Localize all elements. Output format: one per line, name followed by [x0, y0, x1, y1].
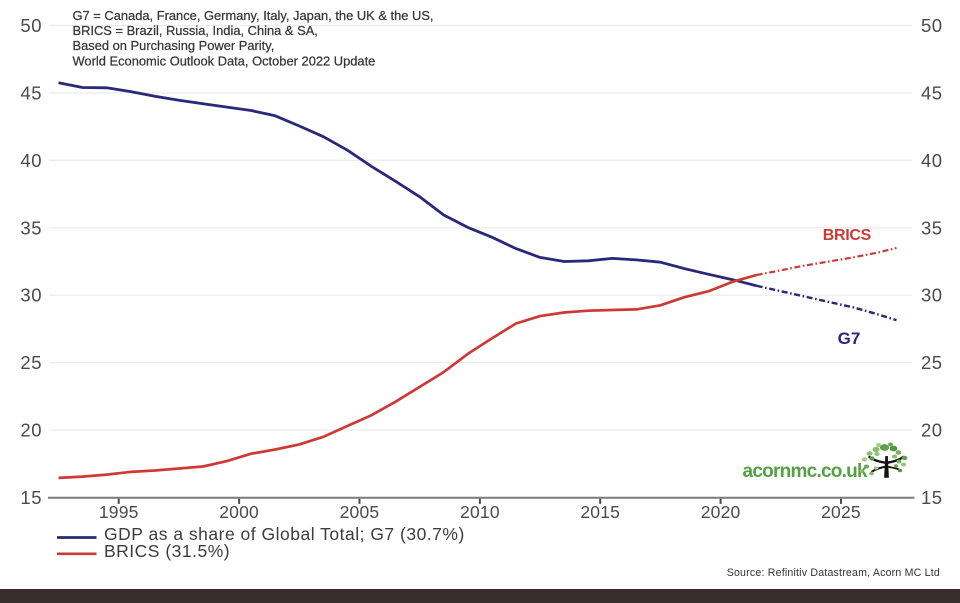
svg-text:35: 35 — [20, 217, 42, 238]
svg-text:2025: 2025 — [821, 502, 861, 522]
svg-text:35: 35 — [921, 217, 943, 238]
svg-text:20: 20 — [921, 420, 943, 441]
svg-text:G7 = Canada, France, Germany,: G7 = Canada, France, Germany, Italy, Jap… — [73, 8, 434, 23]
svg-text:acornmc.co.uk: acornmc.co.uk — [743, 461, 869, 482]
svg-text:1995: 1995 — [99, 502, 139, 522]
svg-text:30: 30 — [20, 285, 42, 306]
svg-text:25: 25 — [20, 352, 42, 373]
svg-text:45: 45 — [20, 82, 42, 103]
svg-text:30: 30 — [921, 285, 943, 306]
svg-text:Source: Refinitiv Datastream,: Source: Refinitiv Datastream, Acorn MC L… — [727, 567, 940, 579]
svg-text:2020: 2020 — [701, 502, 741, 522]
svg-text:BRICS = Brazil, Russia, India,: BRICS = Brazil, Russia, India, China & S… — [73, 23, 318, 38]
svg-text:Based on Purchasing Power Pari: Based on Purchasing Power Parity, — [73, 38, 275, 53]
svg-text:World Economic Outlook Data, O: World Economic Outlook Data, October 202… — [73, 53, 376, 68]
svg-text:25: 25 — [921, 352, 943, 373]
svg-text:40: 40 — [20, 150, 42, 171]
svg-text:2005: 2005 — [340, 502, 380, 522]
svg-text:40: 40 — [921, 150, 943, 171]
svg-text:2015: 2015 — [580, 502, 620, 522]
svg-text:15: 15 — [20, 487, 42, 508]
svg-text:45: 45 — [921, 82, 943, 103]
svg-text:50: 50 — [20, 15, 42, 36]
svg-text:G7: G7 — [838, 329, 861, 348]
svg-text:BRICS: BRICS — [823, 227, 872, 244]
svg-text:20: 20 — [20, 420, 42, 441]
svg-text:2010: 2010 — [460, 502, 500, 522]
svg-text:50: 50 — [921, 15, 943, 36]
svg-text:15: 15 — [921, 487, 943, 508]
svg-text:BRICS (31.5%): BRICS (31.5%) — [104, 541, 230, 561]
svg-text:2000: 2000 — [219, 502, 259, 522]
svg-text:GDP as a share of Global Total: GDP as a share of Global Total; G7 (30.7… — [104, 524, 465, 544]
